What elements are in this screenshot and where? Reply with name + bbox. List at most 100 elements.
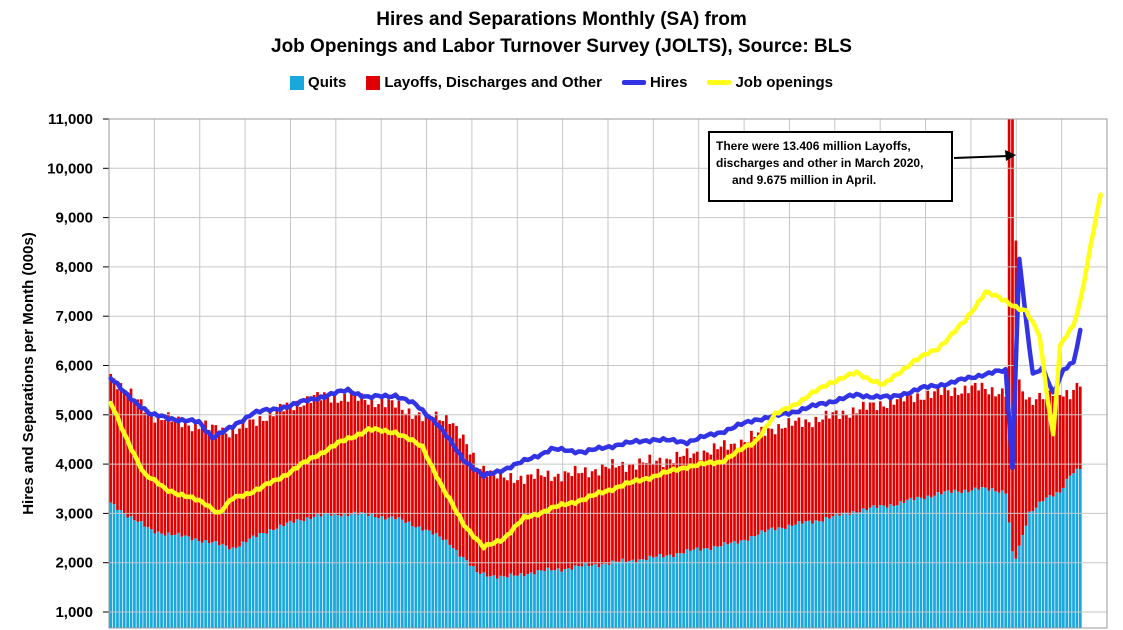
bar-layoffs [573,465,577,566]
bar-layoffs [709,454,713,551]
bar-layoffs [1048,390,1052,496]
bar-layoffs [675,451,679,554]
bar-layoffs [207,429,211,544]
bar-layoffs [217,434,221,546]
bar-quits [990,488,994,628]
bar-layoffs [997,394,1001,493]
bar-layoffs [973,383,977,488]
bar-layoffs [455,425,458,550]
bar-layoffs [956,395,960,492]
bar-quits [258,533,262,628]
bar-layoffs [821,419,824,522]
bar-quits [756,534,760,628]
bar-quits [600,564,604,628]
bar-quits [739,540,743,628]
bar-layoffs [570,475,574,570]
bar-quits [563,569,567,628]
bar-quits [522,576,526,628]
bar-layoffs [906,393,909,500]
bar-layoffs [631,464,635,560]
bar-quits [448,544,452,628]
bar-quits [553,570,557,628]
title-line-1: Hires and Separations Monthly (SA) from [376,9,747,30]
bar-layoffs [919,399,923,498]
bar-quits [1075,468,1079,628]
bar-quits [126,517,129,628]
bar-quits [614,561,618,628]
bar-layoffs [750,430,753,536]
bar-quits [255,537,258,628]
bar-layoffs [261,420,265,533]
bar-quits [339,516,343,628]
bar-layoffs [678,456,682,554]
bar-layoffs [746,442,750,541]
bar-layoffs [661,467,665,558]
bar-quits [746,540,750,628]
plot-border [108,118,1108,629]
bar-quits [400,519,404,628]
bar-quits [404,522,407,628]
bar-quits [892,505,896,628]
bar-quits [597,567,601,628]
y-tick-label: 8,000 [55,259,93,276]
annotation-arrow [953,155,1009,159]
bar-quits [228,549,231,628]
bar-layoffs [326,397,330,514]
bar-quits [841,512,845,628]
bar-layoffs [380,398,384,517]
bar-layoffs [848,417,852,515]
bar-quits [326,513,330,628]
bar-layoffs [244,427,248,543]
bar-layoffs [346,401,350,517]
bar-layoffs [638,458,641,560]
bar-layoffs [984,388,987,488]
bar-quits [645,560,648,628]
bar-quits [143,526,146,628]
bar-layoffs [529,474,533,573]
bar-quits [668,554,672,628]
bar-layoffs [756,432,760,535]
legend-item-openings: Job openings [707,74,833,91]
bar-layoffs [838,418,841,516]
bar-layoffs [275,409,279,529]
bar-layoffs [892,404,896,506]
bar-quits [838,515,841,628]
bar-layoffs [861,401,865,509]
bar-layoffs [553,476,557,571]
bar-layoffs [214,425,218,542]
legend-label-openings: Job openings [735,74,833,91]
bar-quits [129,516,133,628]
bar-layoffs [495,478,499,579]
y-tick-label: 1,000 [55,604,93,621]
bar-quits [356,514,360,628]
bar-layoffs [1004,396,1008,494]
bar-quits [923,499,926,628]
bar-quits [336,515,340,628]
bar-quits [695,547,699,628]
bar-layoffs [1028,397,1031,512]
bar-quits [431,534,435,628]
bar-quits [1021,534,1025,628]
bar-layoffs [828,418,831,519]
bar-layoffs [333,394,336,513]
bar-layoffs [583,467,587,564]
bar-layoffs [872,402,875,506]
bar-quits [736,543,740,628]
bar-quits [261,532,265,628]
bar-quits [177,532,180,628]
bar-layoffs [173,417,177,535]
bar-layoffs [468,454,472,566]
bar-layoffs [1021,391,1025,535]
bar-layoffs [994,396,997,492]
bar-quits [278,524,282,628]
bar-quits [933,495,936,628]
bar-quits [722,542,726,628]
bar-quits [292,522,296,628]
bar-quits [712,546,716,628]
bar-quits [546,567,550,628]
bar-quits [902,502,906,628]
bar-layoffs [146,409,150,528]
bar-layoffs [255,425,258,538]
bar-quits [1007,522,1011,628]
bar-quits [1031,511,1035,628]
